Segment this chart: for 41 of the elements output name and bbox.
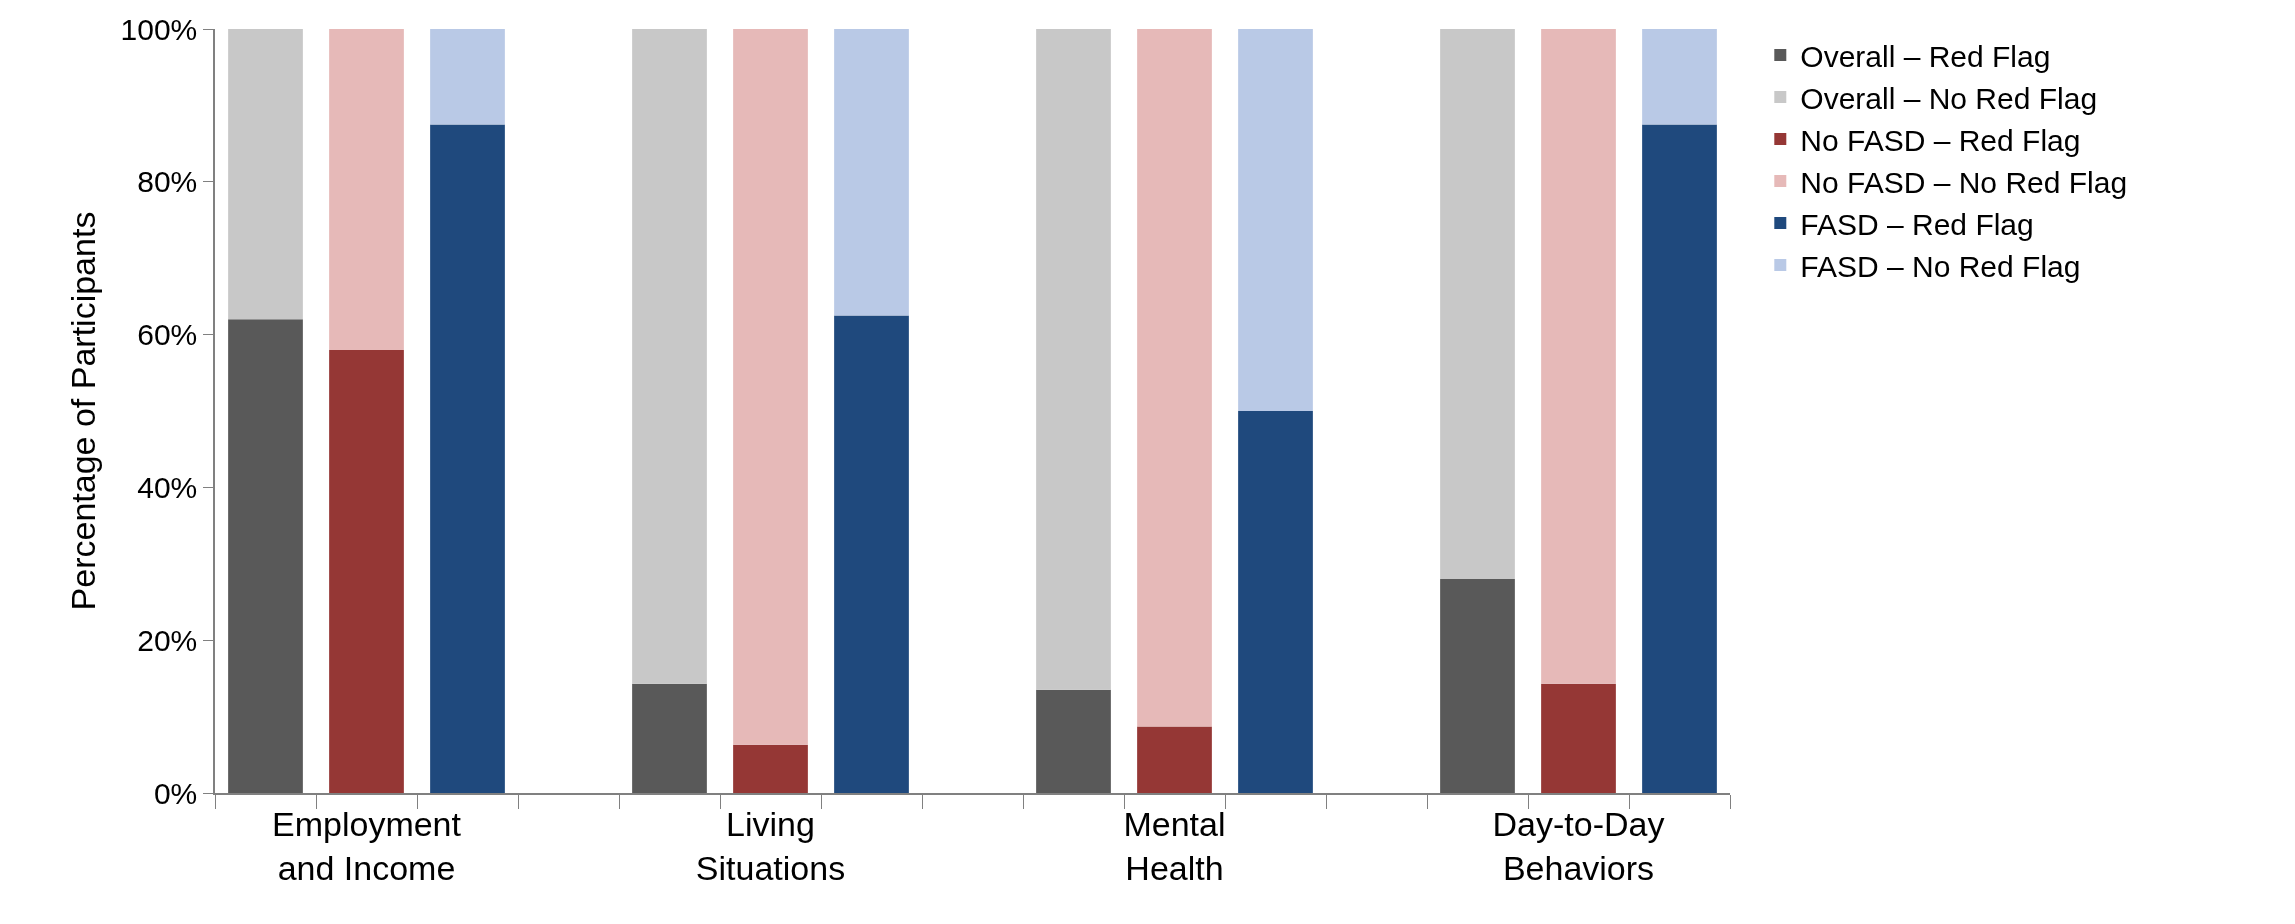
bar [430, 124, 505, 793]
bar [1137, 726, 1212, 793]
bar [1238, 411, 1313, 793]
bar [1036, 29, 1111, 690]
bar [329, 29, 404, 350]
legend-label: Overall – Red Flag [1800, 39, 2051, 73]
legend-label: FASD – No Red Flag [1800, 249, 2081, 283]
bar [430, 29, 505, 125]
x-tick-label: Day-to-Day Behaviors [1492, 804, 1665, 887]
legend-label: Overall – No Red Flag [1800, 81, 2098, 115]
bar [1137, 29, 1212, 727]
legend-label: FASD – Red Flag [1800, 207, 2034, 241]
bar [329, 349, 404, 793]
bar [228, 29, 303, 320]
bar [1541, 683, 1616, 793]
y-tick-label: 80% [137, 165, 198, 199]
bar [1642, 29, 1717, 125]
y-tick-label: 20% [137, 623, 198, 657]
bar [1440, 29, 1515, 580]
bar [1541, 29, 1616, 684]
y-tick-label: 60% [137, 318, 198, 352]
bar [733, 744, 808, 793]
bar [1642, 124, 1717, 793]
bar [1440, 579, 1515, 793]
y-axis-title: Percentage of Participants [63, 211, 102, 611]
bar [834, 315, 909, 793]
bar [228, 319, 303, 793]
y-tick-label: 40% [137, 470, 198, 504]
x-tick-label: Living Situations [695, 804, 846, 887]
y-tick-label: 0% [153, 776, 198, 810]
bar [733, 29, 808, 745]
bar [632, 29, 707, 684]
bar [1238, 29, 1313, 411]
bar [632, 683, 707, 793]
y-tick-label: 100% [120, 12, 198, 46]
x-tick-label: Employment and Income [272, 804, 462, 887]
bar [834, 29, 909, 316]
legend-label: No FASD – No Red Flag [1800, 165, 2128, 199]
x-tick-label: Mental Health [1123, 804, 1226, 887]
legend-label: No FASD – Red Flag [1800, 123, 2081, 157]
bar [1036, 689, 1111, 793]
